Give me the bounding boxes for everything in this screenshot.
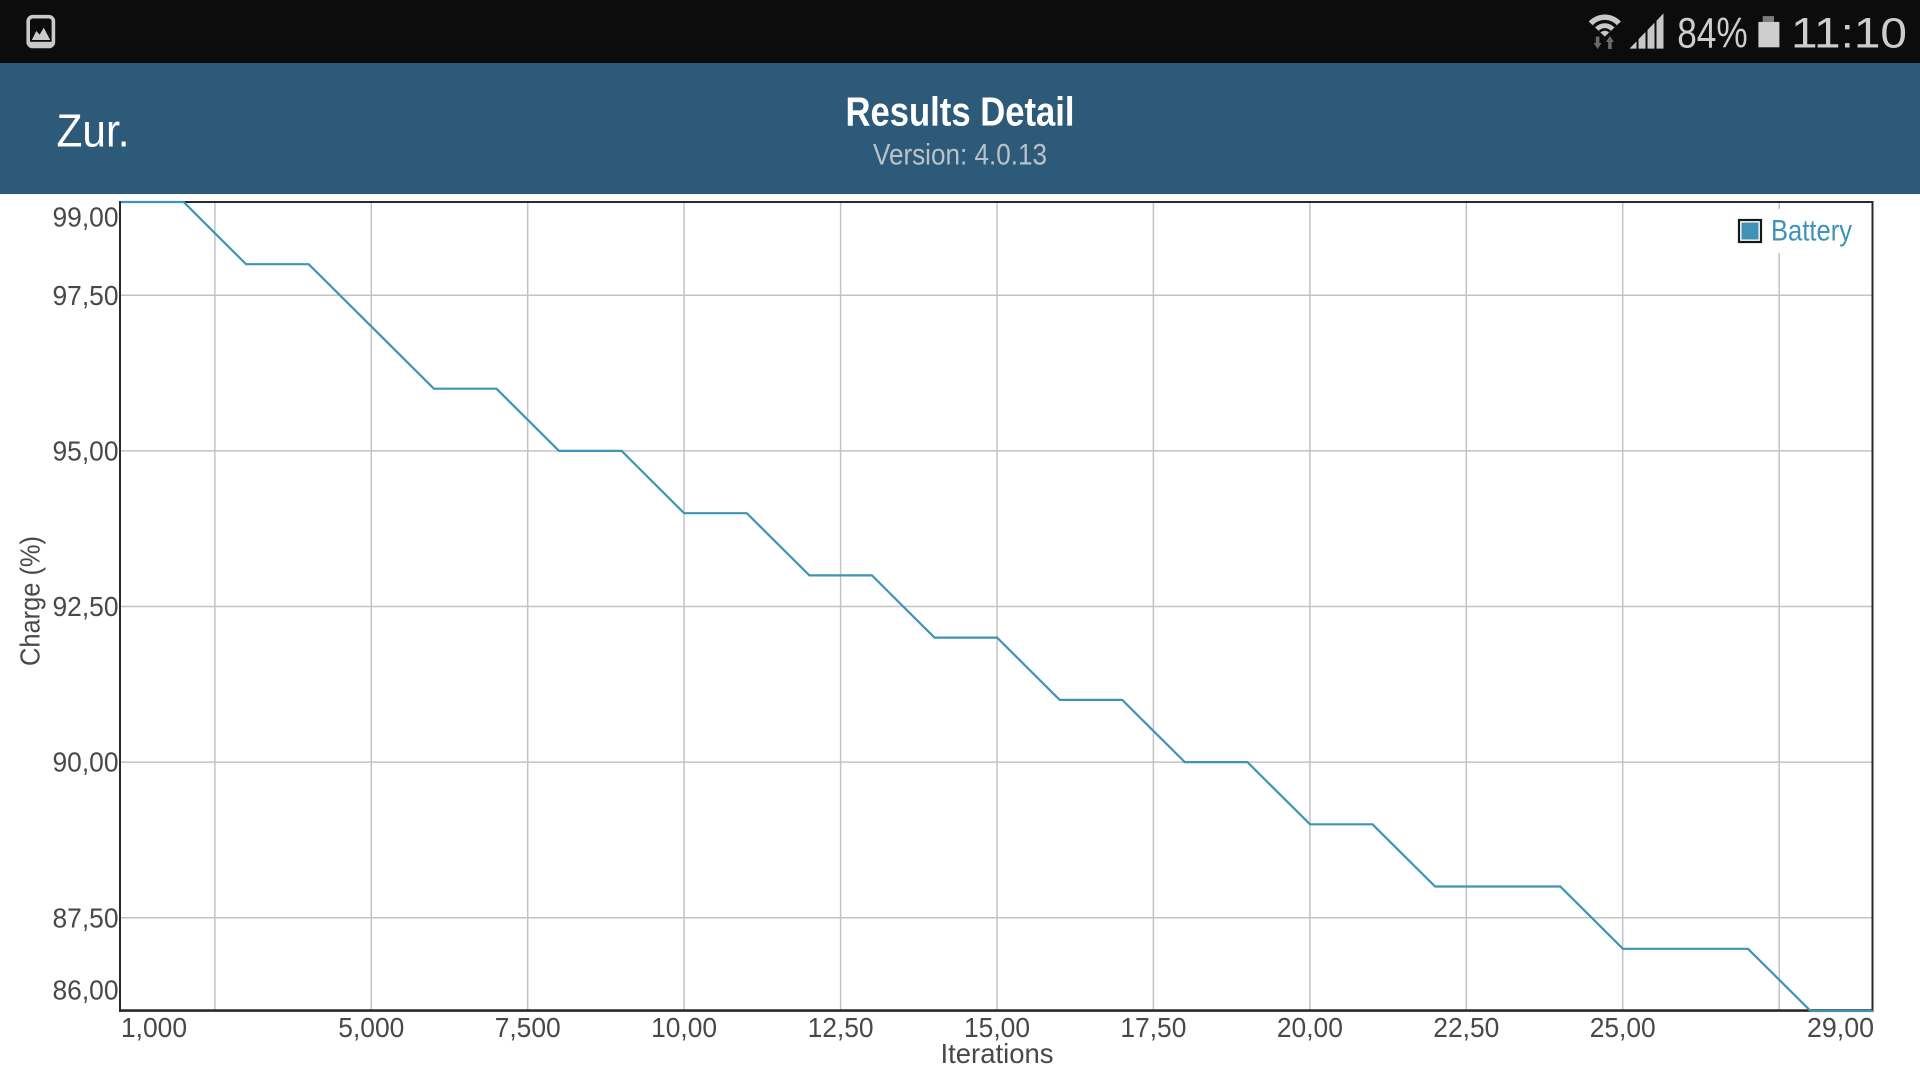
svg-text:5,000: 5,000 bbox=[338, 1012, 404, 1043]
svg-text:Results Detail: Results Detail bbox=[846, 89, 1075, 135]
svg-text:10,00: 10,00 bbox=[651, 1012, 717, 1043]
svg-text:95,00: 95,00 bbox=[53, 436, 119, 467]
svg-text:7,500: 7,500 bbox=[495, 1012, 561, 1043]
svg-text:Iterations: Iterations bbox=[941, 1038, 1054, 1069]
svg-text:15,00: 15,00 bbox=[964, 1012, 1030, 1043]
svg-text:97,50: 97,50 bbox=[53, 280, 119, 311]
svg-text:11:10: 11:10 bbox=[1791, 9, 1907, 57]
svg-text:92,50: 92,50 bbox=[53, 591, 119, 622]
svg-text:86,00: 86,00 bbox=[53, 975, 119, 1006]
svg-text:1,000: 1,000 bbox=[121, 1012, 187, 1043]
svg-text:29,00: 29,00 bbox=[1807, 1012, 1874, 1043]
svg-text:Battery: Battery bbox=[1771, 215, 1852, 248]
svg-text:99,00: 99,00 bbox=[53, 201, 119, 232]
svg-text:20,00: 20,00 bbox=[1277, 1012, 1343, 1043]
svg-text:90,00: 90,00 bbox=[53, 747, 119, 778]
svg-text:12,50: 12,50 bbox=[808, 1012, 874, 1043]
svg-text:Version: 4.0.13: Version: 4.0.13 bbox=[873, 139, 1047, 172]
svg-text:22,50: 22,50 bbox=[1433, 1012, 1499, 1043]
svg-text:25,00: 25,00 bbox=[1590, 1012, 1656, 1043]
svg-text:87,50: 87,50 bbox=[53, 902, 119, 933]
svg-text:Charge (%): Charge (%) bbox=[14, 536, 45, 666]
svg-text:Zur.: Zur. bbox=[57, 104, 130, 156]
svg-text:17,50: 17,50 bbox=[1120, 1012, 1186, 1043]
svg-text:84%: 84% bbox=[1677, 9, 1748, 57]
